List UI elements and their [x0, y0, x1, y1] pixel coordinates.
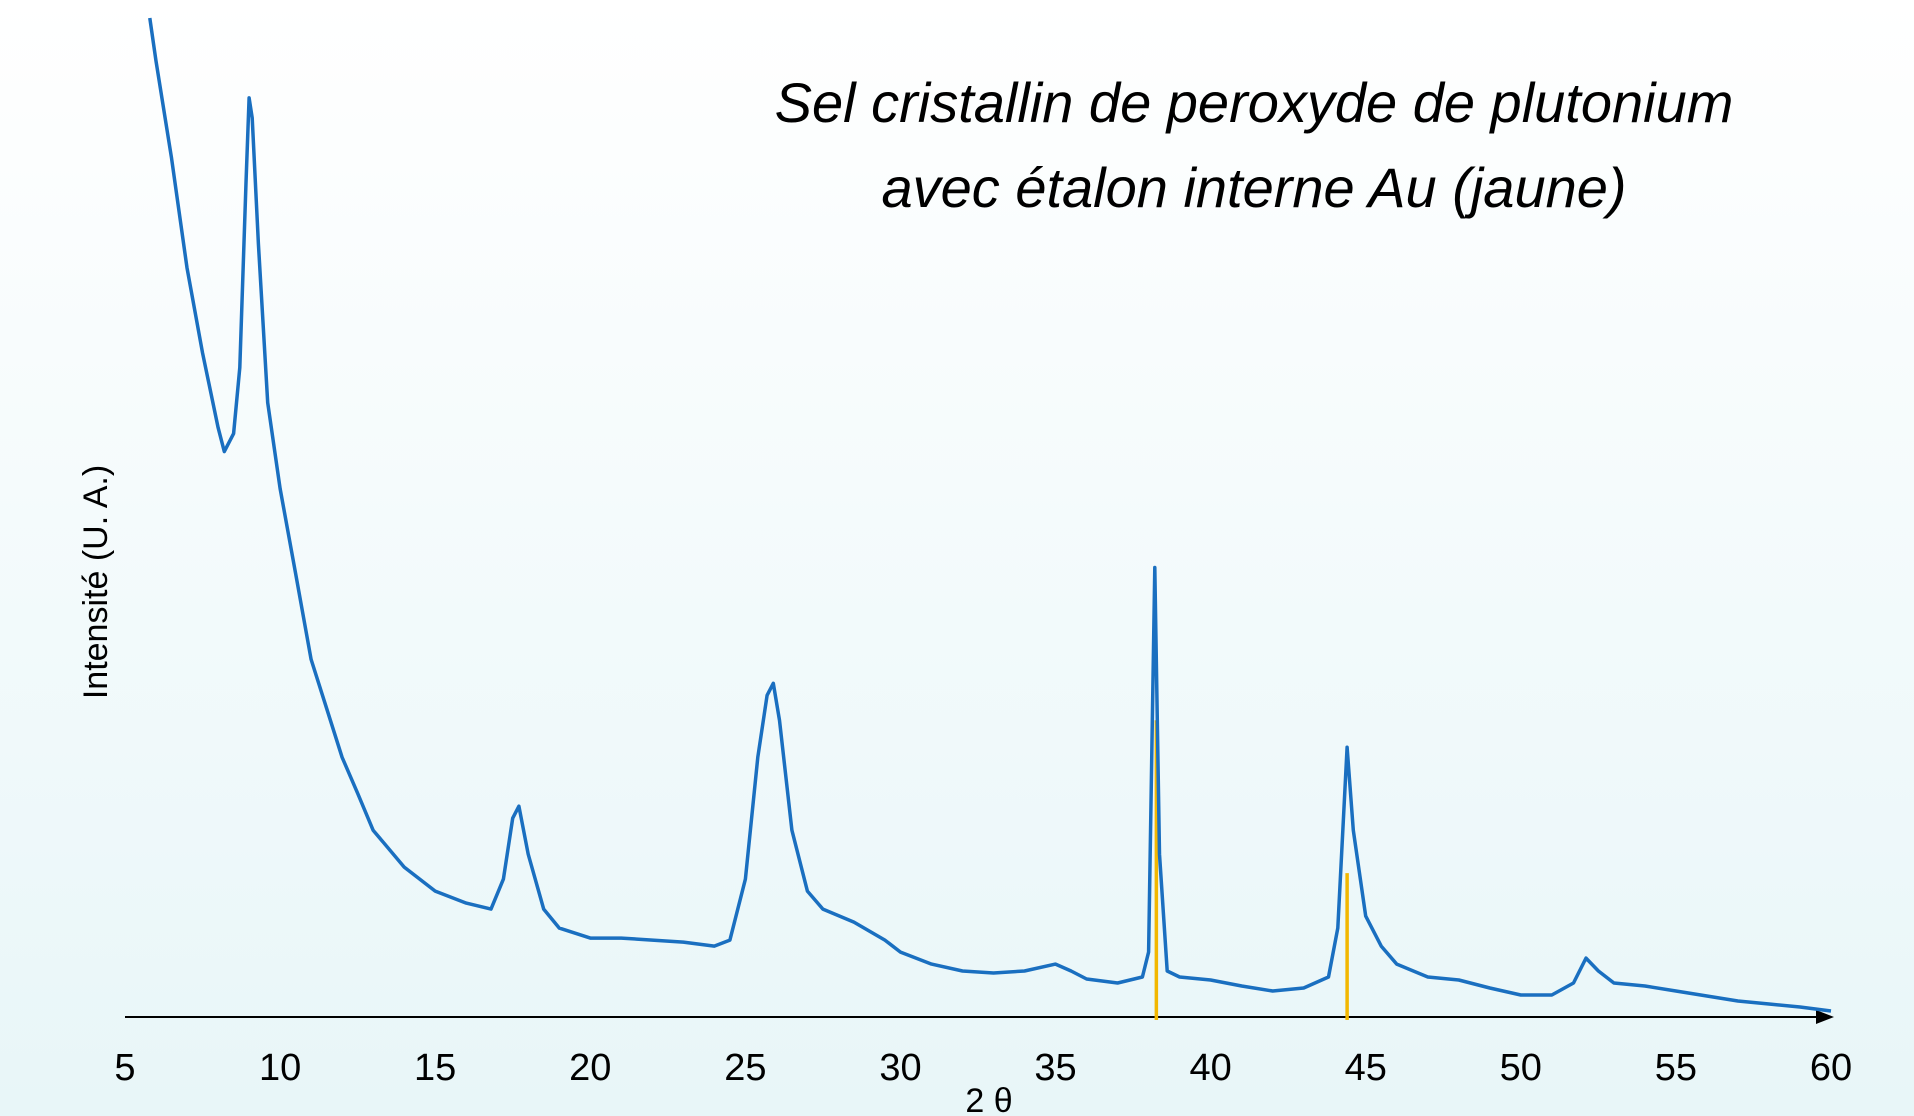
x-tick-label: 10	[259, 1047, 301, 1089]
axis-arrow	[1816, 1010, 1834, 1024]
x-axis-label: 2 θ	[965, 1082, 1012, 1116]
x-tick-label: 45	[1345, 1047, 1387, 1089]
x-tick-label: 25	[724, 1047, 766, 1089]
chart-title: Sel cristallin de peroxyde de plutonium	[775, 71, 1734, 134]
x-tick-label: 60	[1810, 1047, 1852, 1089]
x-tick-label: 20	[569, 1047, 611, 1089]
x-tick-label: 55	[1655, 1047, 1697, 1089]
x-tick-label: 50	[1500, 1047, 1542, 1089]
x-tick-label: 30	[879, 1047, 921, 1089]
x-tick-label: 35	[1034, 1047, 1076, 1089]
x-tick-label: 15	[414, 1047, 456, 1089]
y-axis-label: Intensité (U. A.)	[77, 465, 115, 699]
x-tick-label: 40	[1189, 1047, 1231, 1089]
chart-title: avec étalon interne Au (jaune)	[881, 156, 1626, 219]
data-line	[148, 17, 1832, 1013]
x-tick-label: 5	[114, 1047, 135, 1089]
